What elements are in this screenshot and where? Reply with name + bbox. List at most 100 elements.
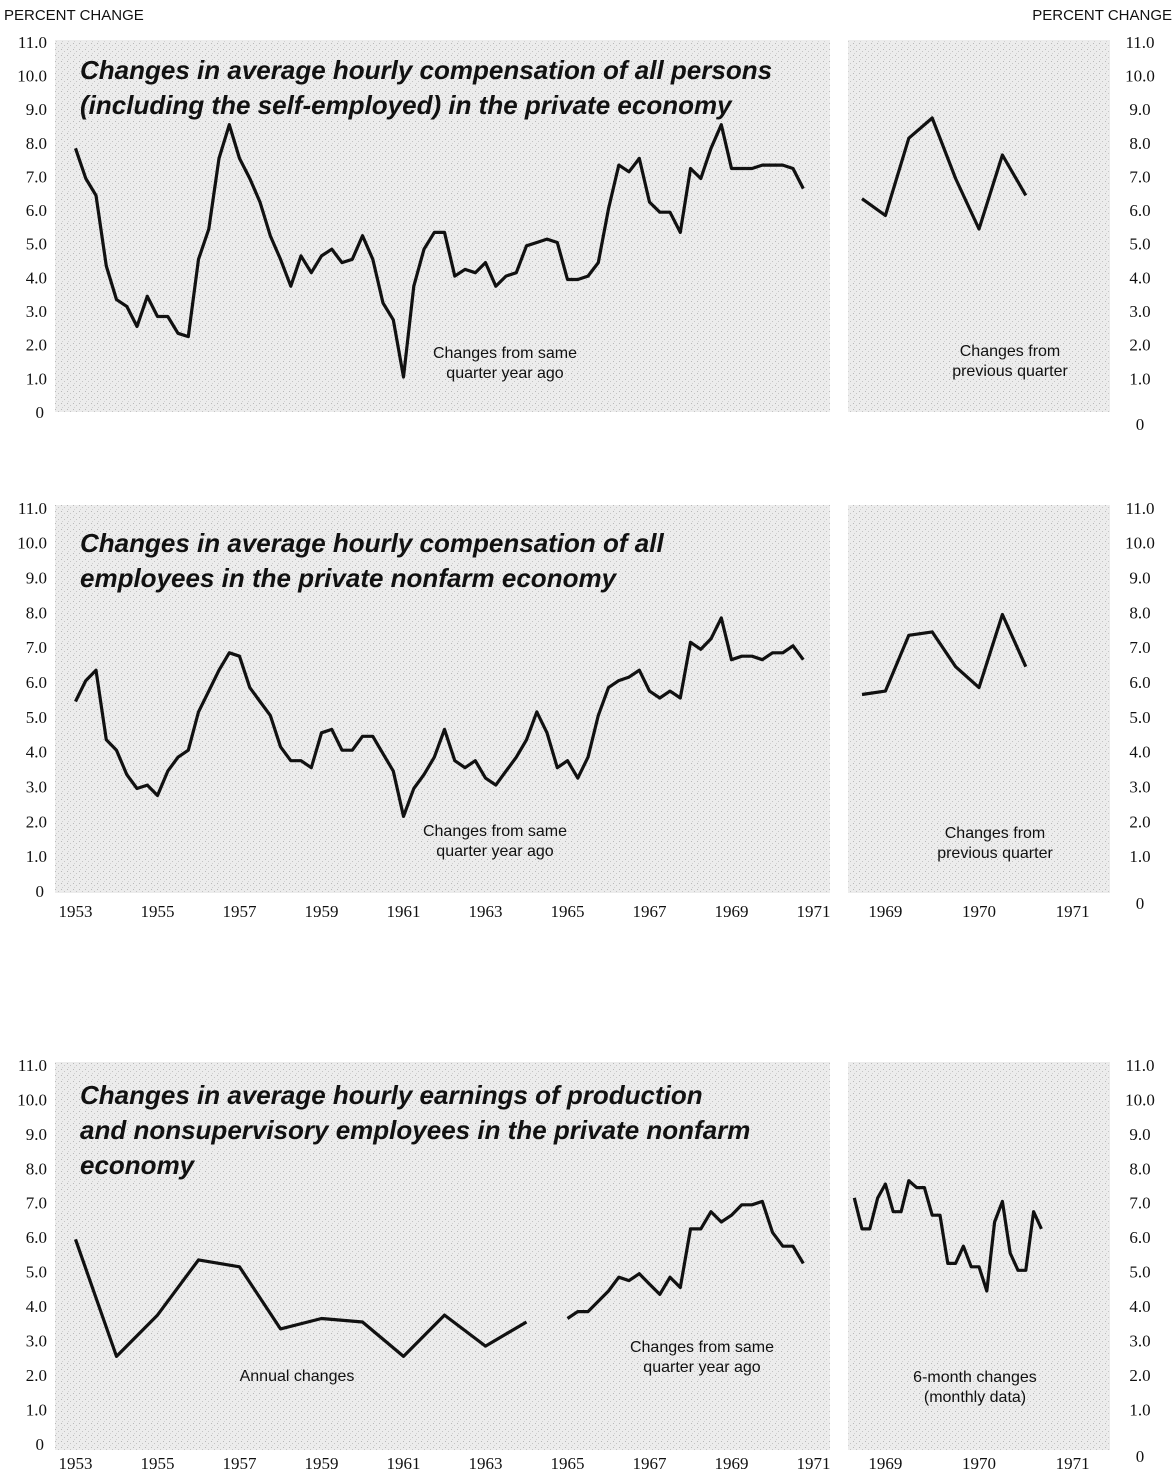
y-tick-label: 2.0 — [26, 812, 47, 831]
y2-tick-label: 4.0 — [1129, 1297, 1150, 1316]
y-tick-label: 8.0 — [26, 134, 47, 153]
y-tick-label: 5.0 — [26, 1263, 47, 1282]
panel-background — [848, 1062, 1110, 1450]
y2-tick-label: 5.0 — [1129, 235, 1150, 254]
y2-tick-label: 8.0 — [1129, 603, 1150, 622]
x-tick-label: 1959 — [305, 902, 339, 921]
chart-title: Changes in average hourly compensation o… — [80, 528, 664, 558]
panel-background — [55, 40, 830, 412]
data-line — [73, 1238, 528, 1358]
y-tick-label: 9.0 — [26, 100, 47, 119]
y-tick-label: 4.0 — [26, 1297, 47, 1316]
y2-tick-label: 9.0 — [1129, 1125, 1150, 1144]
series-annotation: Changes from same — [433, 345, 577, 362]
y2-tick-label: 11.0 — [1125, 499, 1154, 518]
y2-tick-label: 9.0 — [1129, 569, 1150, 588]
y-tick-label: 0 — [36, 882, 45, 901]
y2-tick-label: 10.0 — [1125, 67, 1155, 86]
y2-axis-label: PERCENT CHANGE — [1032, 7, 1172, 24]
chart-title: (including the self-employed) in the pri… — [80, 90, 733, 120]
y2-tick-label: 8.0 — [1129, 1159, 1150, 1178]
x-tick-label: 1969 — [868, 1454, 902, 1473]
x-tick-label: 1967 — [633, 902, 668, 921]
y-tick-label: 7.0 — [26, 1194, 47, 1213]
y2-tick-label: 5.0 — [1129, 1263, 1150, 1282]
x-tick-label: 1970 — [962, 1454, 996, 1473]
y-tick-label: 7.0 — [26, 638, 47, 657]
x-tick-label: 1971 — [797, 902, 831, 921]
y-tick-label: 8.0 — [26, 1159, 47, 1178]
x-tick-label: 1955 — [141, 1454, 175, 1473]
y2-tick-label: 7.0 — [1129, 167, 1150, 186]
x-tick-label: 1965 — [551, 1454, 585, 1473]
x-tick-label: 1959 — [305, 1454, 339, 1473]
y-axis-label: PERCENT CHANGE — [4, 7, 144, 24]
y-tick-label: 10.0 — [17, 1090, 47, 1109]
x-tick-label: 1961 — [387, 1454, 421, 1473]
y-tick-label: 3.0 — [26, 1332, 47, 1351]
y2-tick-label: 10.0 — [1125, 1090, 1155, 1109]
y2-tick-label: 7.0 — [1129, 638, 1150, 657]
x-tick-label: 1963 — [469, 1454, 503, 1473]
y-tick-label: 1.0 — [26, 847, 47, 866]
y2-tick-label: 0 — [1136, 1447, 1145, 1466]
x-tick-label: 1969 — [868, 902, 902, 921]
x-tick-label: 1953 — [59, 902, 93, 921]
y2-tick-label: 8.0 — [1129, 134, 1150, 153]
y-tick-label: 2.0 — [26, 1366, 47, 1385]
y-tick-label: 9.0 — [26, 569, 47, 588]
y2-tick-label: 6.0 — [1129, 201, 1150, 220]
x-tick-label: 1955 — [141, 902, 175, 921]
y-tick-label: 2.0 — [26, 336, 47, 355]
chart-title: Changes in average hourly compensation o… — [80, 55, 772, 85]
y-tick-label: 11.0 — [18, 33, 47, 52]
data-line — [73, 123, 805, 379]
y2-tick-label: 7.0 — [1129, 1194, 1150, 1213]
series-annotation: Changes from — [960, 343, 1061, 360]
y2-tick-label: 2.0 — [1129, 336, 1150, 355]
y-tick-label: 11.0 — [18, 499, 47, 518]
y-tick-label: 10.0 — [17, 534, 47, 553]
y-tick-label: 5.0 — [26, 235, 47, 254]
y2-tick-label: 1.0 — [1129, 847, 1150, 866]
x-tick-label: 1961 — [387, 902, 421, 921]
data-line — [74, 616, 805, 818]
series-annotation: quarter year ago — [436, 843, 554, 860]
series-annotation: quarter year ago — [643, 1359, 761, 1376]
series-annotation: Changes from same — [423, 823, 567, 840]
y2-tick-label: 2.0 — [1129, 1366, 1150, 1385]
data-line — [852, 1179, 1043, 1293]
y2-tick-label: 4.0 — [1129, 268, 1150, 287]
chart-title: Changes in average hourly earnings of pr… — [80, 1080, 703, 1110]
y-tick-label: 8.0 — [26, 603, 47, 622]
x-tick-label: 1967 — [633, 1454, 668, 1473]
y-tick-label: 10.0 — [17, 67, 47, 86]
x-tick-label: 1969 — [715, 902, 749, 921]
chart-title: economy — [80, 1150, 196, 1180]
y-tick-label: 4.0 — [26, 743, 47, 762]
panel-background — [55, 1062, 830, 1450]
y-tick-label: 0 — [36, 403, 45, 422]
series-annotation: quarter year ago — [446, 365, 564, 382]
y-tick-label: 3.0 — [26, 302, 47, 321]
y-tick-label: 1.0 — [26, 369, 47, 388]
y2-tick-label: 11.0 — [1125, 33, 1154, 52]
y2-tick-label: 3.0 — [1129, 777, 1150, 796]
y2-tick-label: 0 — [1136, 894, 1145, 913]
y2-tick-label: 0 — [1136, 415, 1145, 434]
y-tick-label: 7.0 — [26, 167, 47, 186]
y2-tick-label: 3.0 — [1129, 1332, 1150, 1351]
y2-tick-label: 10.0 — [1125, 534, 1155, 553]
y2-tick-label: 6.0 — [1129, 673, 1150, 692]
y2-tick-label: 5.0 — [1129, 708, 1150, 727]
y2-tick-label: 9.0 — [1129, 100, 1150, 119]
series-annotation: previous quarter — [952, 363, 1068, 380]
series-annotation: previous quarter — [937, 845, 1053, 862]
series-annotation: (monthly data) — [924, 1389, 1026, 1406]
y2-tick-label: 1.0 — [1129, 1400, 1150, 1419]
data-line — [861, 116, 1028, 231]
series-annotation: 6-month changes — [913, 1369, 1037, 1386]
y-tick-label: 6.0 — [26, 201, 47, 220]
series-annotation: Changes from same — [630, 1339, 774, 1356]
